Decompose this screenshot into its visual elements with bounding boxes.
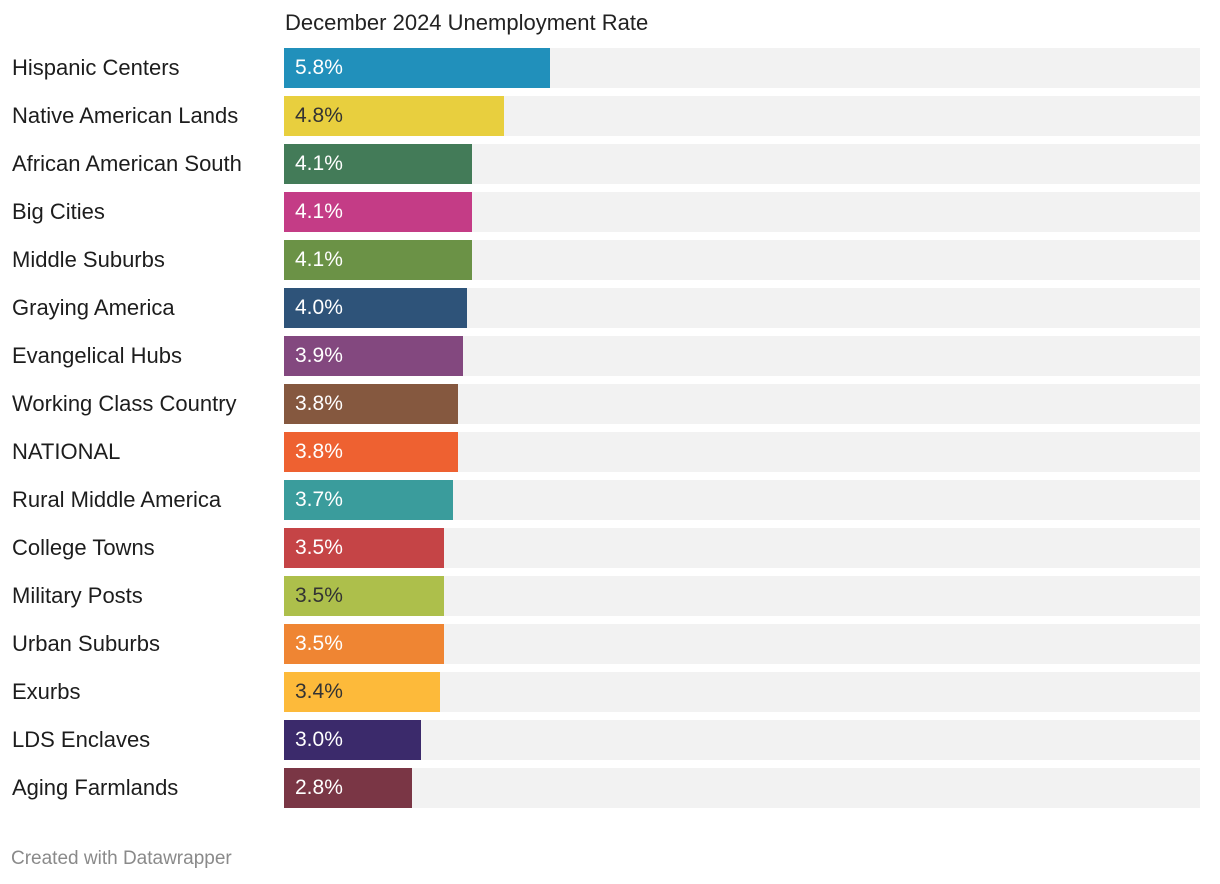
category-label: Aging Farmlands <box>12 775 179 800</box>
bar-track: 3.5% <box>284 528 1200 568</box>
bar-track: 3.0% <box>284 720 1200 760</box>
category-label: College Towns <box>12 535 155 560</box>
category-label: Urban Suburbs <box>12 631 160 656</box>
bar-track: 4.1% <box>284 144 1200 184</box>
bar-track: 3.4% <box>284 672 1200 712</box>
bar-row: Native American Lands 4.8% <box>0 96 1220 136</box>
category-label: Exurbs <box>12 679 81 704</box>
bar-track: 5.8% <box>284 48 1200 88</box>
value-label: 4.1% <box>295 152 343 175</box>
value-label: 3.5% <box>295 536 343 559</box>
bar[interactable] <box>284 288 468 328</box>
category-label: LDS Enclaves <box>12 727 151 752</box>
bar-track: 3.9% <box>284 336 1200 376</box>
category-label: Evangelical Hubs <box>12 343 182 368</box>
bar-track: 3.8% <box>284 384 1200 424</box>
bar-row: Hispanic Centers 5.8% <box>0 48 1220 88</box>
category-label: Rural Middle America <box>12 487 222 512</box>
bar-track: 3.5% <box>284 624 1200 664</box>
bar-track: 2.8% <box>284 768 1200 808</box>
category-label: Hispanic Centers <box>12 55 180 80</box>
value-label: 3.7% <box>295 488 343 511</box>
value-label: 4.8% <box>295 104 343 127</box>
value-label: 4.1% <box>295 248 343 271</box>
bar[interactable] <box>284 480 454 520</box>
bar-row: College Towns 3.5% <box>0 528 1220 568</box>
value-label: 5.8% <box>295 56 343 79</box>
value-label: 3.0% <box>295 728 343 751</box>
bar-row: Military Posts 3.5% <box>0 576 1220 616</box>
bar[interactable] <box>284 48 550 88</box>
bar[interactable] <box>284 384 459 424</box>
datawrapper-credit[interactable]: Created with Datawrapper <box>11 848 232 869</box>
bar-row: Middle Suburbs 4.1% <box>0 240 1220 280</box>
category-label: Graying America <box>12 295 175 320</box>
bar-row: African American South 4.1% <box>0 144 1220 184</box>
bar[interactable] <box>284 432 459 472</box>
bar[interactable] <box>284 576 445 616</box>
value-label: 4.0% <box>295 296 343 319</box>
bar-track: 4.0% <box>284 288 1200 328</box>
chart-title: December 2024 Unemployment Rate <box>285 10 649 35</box>
bar-row: LDS Enclaves 3.0% <box>0 720 1220 760</box>
bar-row: Working Class Country 3.8% <box>0 384 1220 424</box>
bar[interactable] <box>284 144 472 184</box>
bar-track: 3.7% <box>284 480 1200 520</box>
category-label: African American South <box>12 151 242 176</box>
value-label: 3.5% <box>295 584 343 607</box>
bar-row: Aging Farmlands 2.8% <box>0 768 1220 808</box>
bar[interactable] <box>284 768 413 808</box>
bar-row: Urban Suburbs 3.5% <box>0 624 1220 664</box>
bar[interactable] <box>284 192 472 232</box>
bar-row: Big Cities 4.1% <box>0 192 1220 232</box>
bar[interactable] <box>284 672 440 712</box>
bar-track: 4.8% <box>284 96 1200 136</box>
bar-track: 4.1% <box>284 192 1200 232</box>
category-label: Military Posts <box>12 583 143 608</box>
bar[interactable] <box>284 336 463 376</box>
bar-row: Exurbs 3.4% <box>0 672 1220 712</box>
bar-row: Rural Middle America 3.7% <box>0 480 1220 520</box>
bar-rows: Hispanic Centers 5.8% Native American Land… <box>0 48 1220 816</box>
bar-row: Evangelical Hubs 3.9% <box>0 336 1220 376</box>
category-label: Big Cities <box>12 199 105 224</box>
value-label: 2.8% <box>295 776 343 799</box>
value-label: 3.8% <box>295 440 343 463</box>
category-label: NATIONAL <box>12 439 121 464</box>
bar-track: 3.5% <box>284 576 1200 616</box>
bar[interactable] <box>284 528 445 568</box>
value-label: 3.9% <box>295 344 343 367</box>
bar-track: 3.8% <box>284 432 1200 472</box>
bar[interactable] <box>284 720 422 760</box>
bar-row: Graying America 4.0% <box>0 288 1220 328</box>
bar[interactable] <box>284 624 445 664</box>
category-label: Native American Lands <box>12 103 239 128</box>
bar-row: NATIONAL 3.8% <box>0 432 1220 472</box>
value-label: 3.8% <box>295 392 343 415</box>
category-label: Middle Suburbs <box>12 247 165 272</box>
value-label: 3.5% <box>295 632 343 655</box>
bar-track: 4.1% <box>284 240 1200 280</box>
value-label: 4.1% <box>295 200 343 223</box>
bar[interactable] <box>284 240 472 280</box>
bar[interactable] <box>284 96 504 136</box>
value-label: 3.4% <box>295 680 343 703</box>
category-label: Working Class Country <box>12 391 237 416</box>
